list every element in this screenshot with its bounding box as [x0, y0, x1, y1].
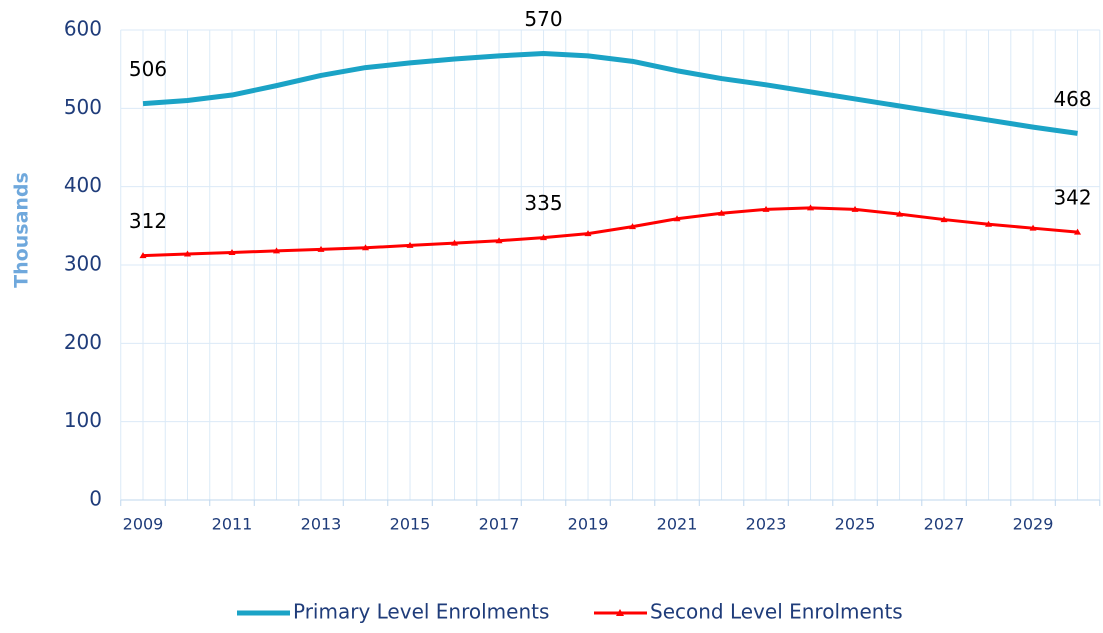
point-marker: [451, 239, 459, 246]
point-marker: [807, 204, 815, 211]
point-marker: [228, 248, 236, 255]
data-label: 570: [524, 7, 562, 31]
y-tick-label: 500: [64, 95, 102, 119]
series-line: [142, 206, 1078, 258]
series-line: [142, 51, 1078, 136]
point-marker: [406, 241, 414, 248]
point-marker: [985, 220, 993, 227]
point-marker: [540, 234, 548, 241]
x-tick-label: 2015: [390, 515, 431, 534]
point-marker: [762, 205, 770, 212]
point-marker: [273, 247, 281, 254]
y-tick-label: 100: [64, 408, 102, 432]
y-tick-label: 600: [64, 17, 102, 41]
point-marker: [673, 215, 681, 222]
point-marker: [1029, 224, 1037, 231]
point-marker: [184, 250, 192, 257]
point-marker: [851, 205, 859, 212]
point-marker: [317, 245, 325, 252]
y-tick-label: 200: [64, 330, 102, 354]
x-tick-label: 2011: [212, 515, 253, 534]
x-tick-label: 2025: [835, 515, 876, 534]
y-tick-label: 0: [89, 487, 102, 511]
x-tick-label: 2017: [479, 515, 520, 534]
data-label: 312: [129, 209, 167, 233]
legend-label: Second Level Enrolments: [650, 600, 903, 624]
x-tick-label: 2021: [657, 515, 698, 534]
x-tick-label: 2023: [746, 515, 787, 534]
point-marker: [1074, 228, 1082, 235]
data-label: 506: [129, 57, 167, 81]
x-tick-label: 2019: [568, 515, 609, 534]
point-marker: [495, 237, 503, 244]
x-tick-label: 2013: [301, 515, 342, 534]
x-tick-label: 2027: [924, 515, 965, 534]
point-marker: [629, 223, 637, 230]
legend-label: Primary Level Enrolments: [293, 600, 549, 624]
data-label: 468: [1053, 87, 1091, 111]
y-axis-label: Thousands: [11, 172, 33, 288]
point-marker: [718, 209, 726, 216]
x-tick-label: 2009: [123, 515, 164, 534]
y-tick-label: 300: [64, 252, 102, 276]
y-tick-label: 400: [64, 173, 102, 197]
point-marker: [940, 216, 948, 223]
point-marker: [139, 252, 147, 259]
x-tick-label: 2029: [1013, 515, 1054, 534]
point-marker: [362, 244, 370, 251]
data-label: 342: [1053, 186, 1091, 210]
legend-marker: [616, 609, 624, 616]
point-marker: [896, 210, 904, 217]
data-label: 335: [524, 191, 562, 215]
point-marker: [584, 230, 592, 237]
